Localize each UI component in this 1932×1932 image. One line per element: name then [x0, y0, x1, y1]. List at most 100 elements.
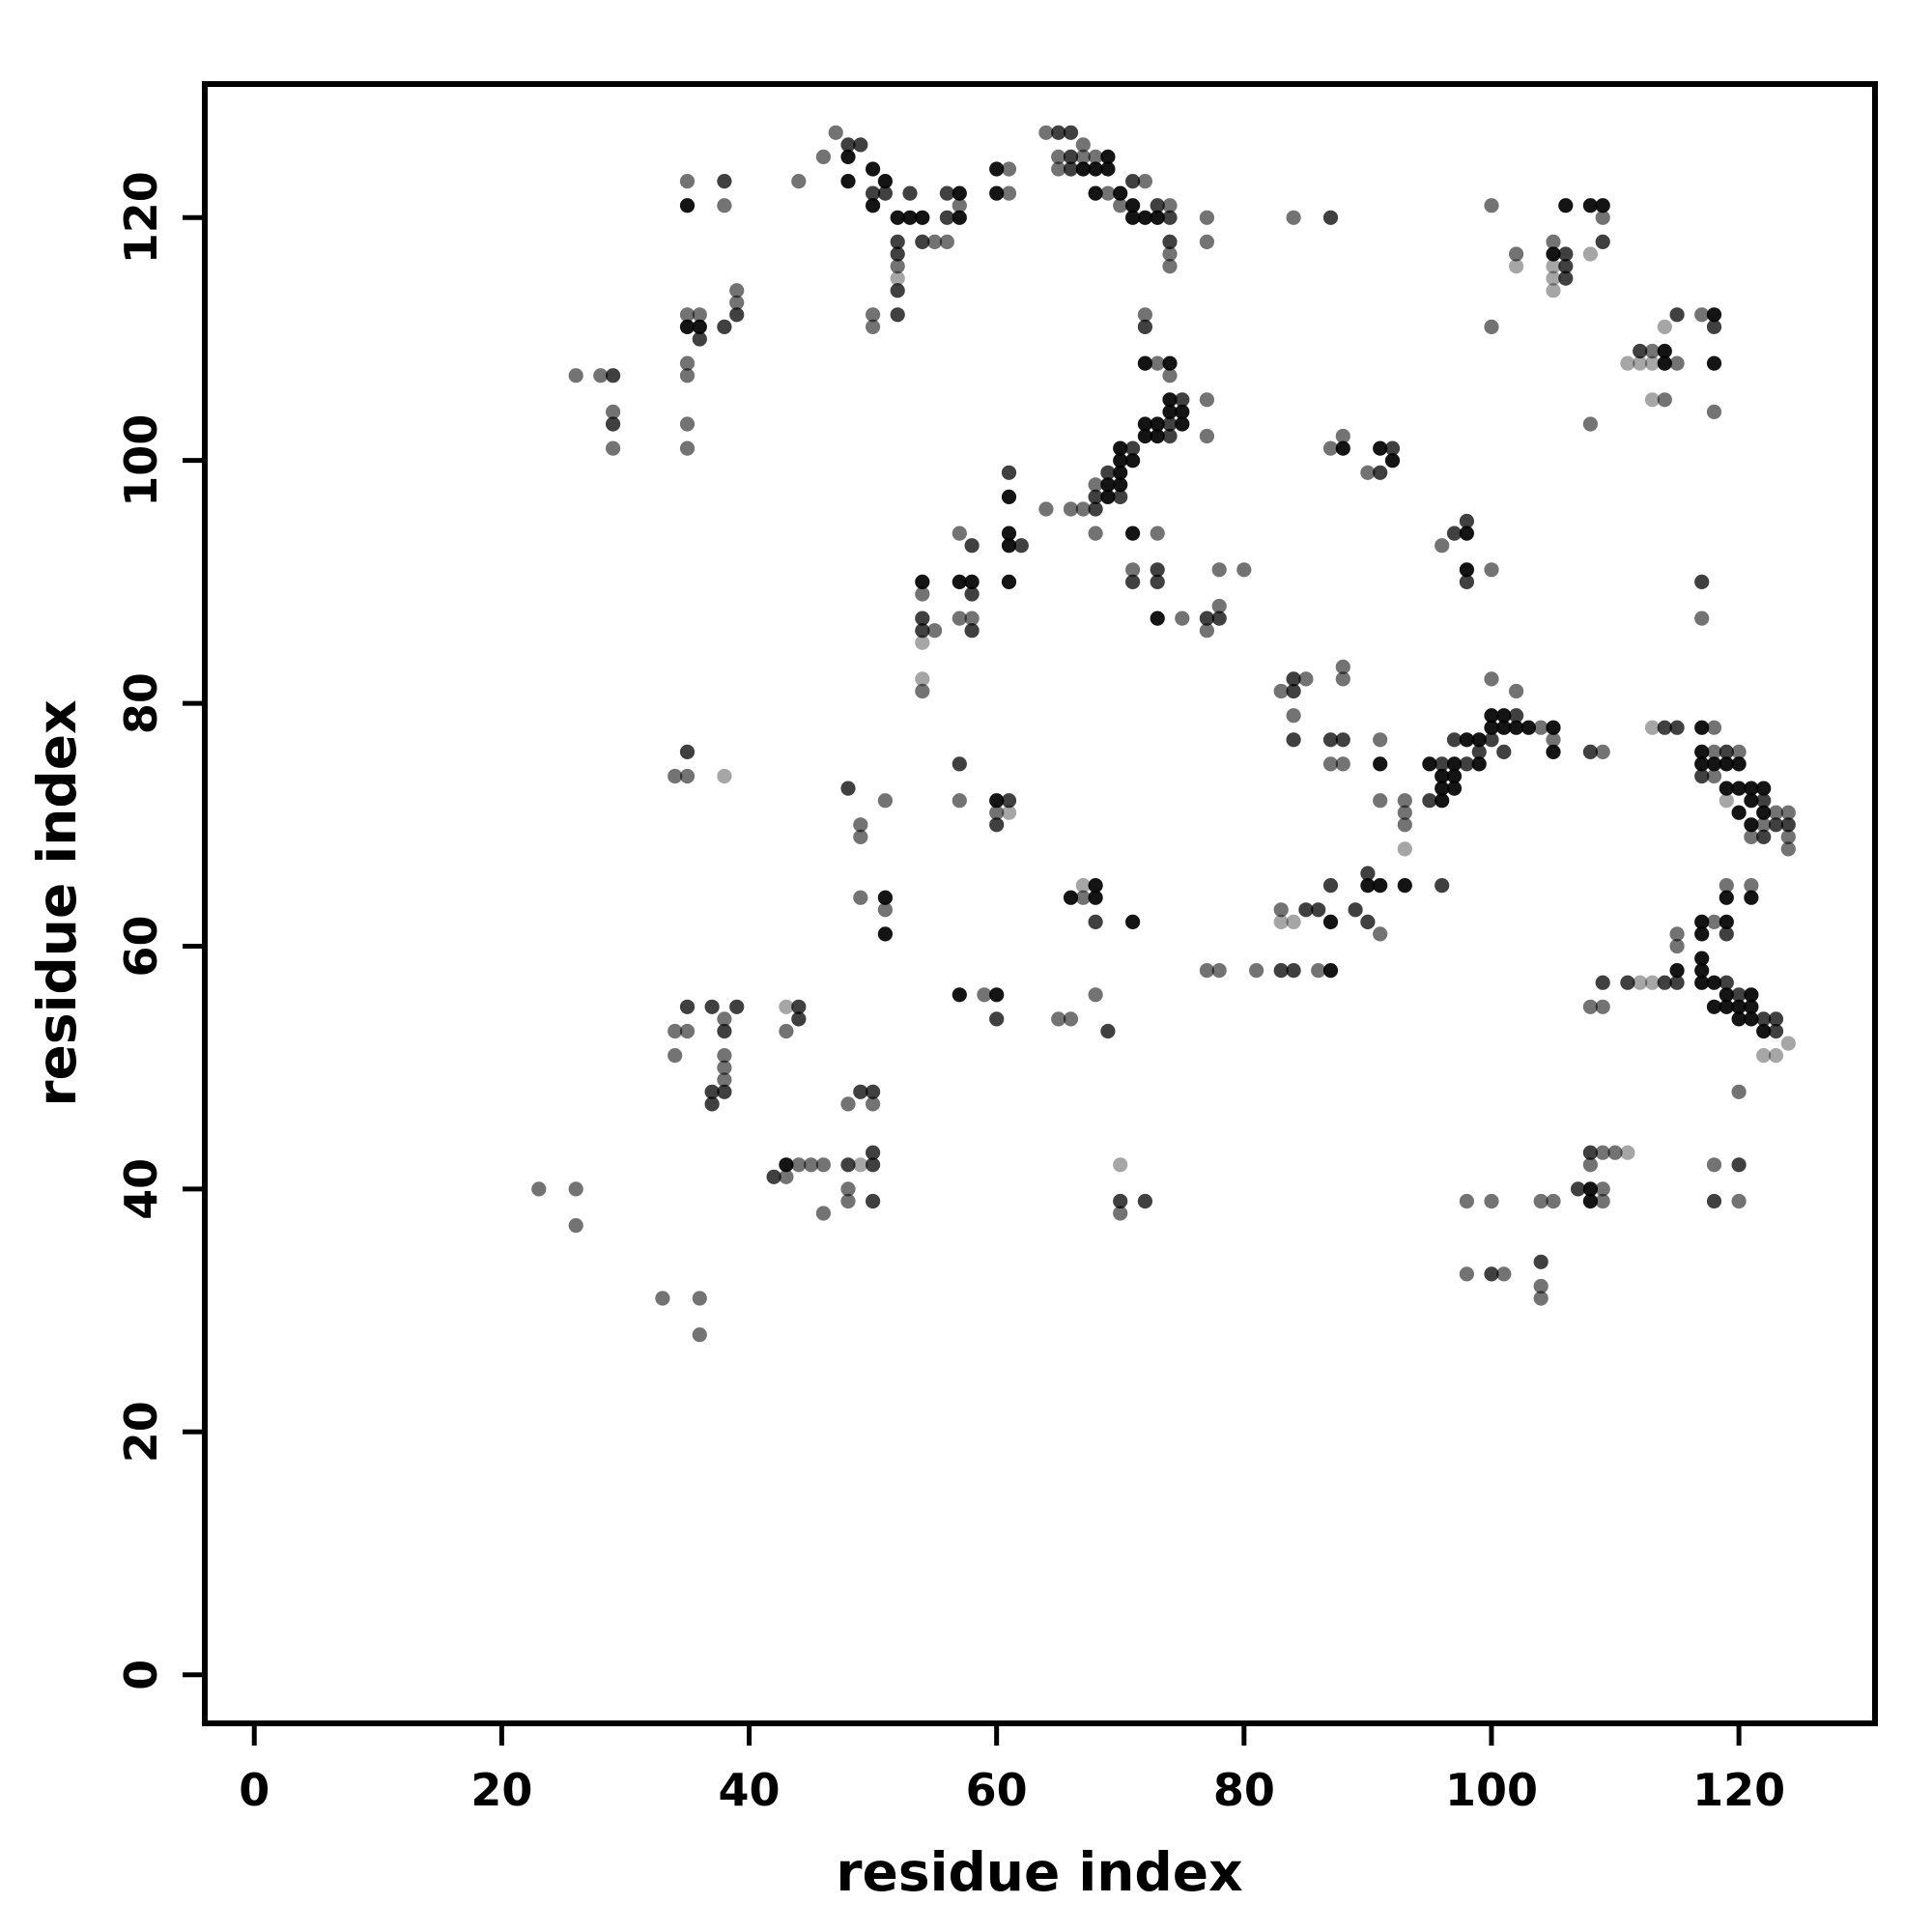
data-point [791, 1011, 807, 1027]
data-point [890, 259, 905, 274]
x-tick-label: 120 [1692, 1764, 1785, 1816]
data-point [952, 574, 967, 590]
data-point [1582, 1145, 1598, 1160]
data-point [1744, 1011, 1759, 1027]
data-point [866, 198, 881, 213]
data-point [1088, 987, 1103, 1003]
data-point [939, 185, 955, 201]
data-point [1384, 453, 1401, 469]
data-point [890, 210, 905, 225]
data-point [840, 1193, 856, 1209]
data-point [729, 999, 745, 1014]
data-point [866, 1145, 881, 1160]
data-point [1768, 1023, 1784, 1039]
data-point [1001, 793, 1017, 809]
data-point [1669, 355, 1685, 371]
data-point [1484, 671, 1499, 687]
data-point [1125, 440, 1141, 456]
data-point [1199, 611, 1214, 626]
data-point [1100, 185, 1116, 201]
data-point [1780, 805, 1796, 820]
data-point [1273, 683, 1289, 699]
data-point [1088, 890, 1103, 905]
data-point [866, 1084, 881, 1099]
data-point [1484, 198, 1499, 213]
data-point [1125, 210, 1141, 225]
x-tick-label: 80 [1213, 1764, 1275, 1816]
data-point [890, 234, 905, 249]
data-point [1137, 210, 1152, 225]
data-point [1335, 671, 1350, 687]
data-point [568, 1218, 583, 1234]
data-point [1360, 465, 1376, 480]
data-point [1706, 756, 1722, 772]
data-point [1001, 805, 1017, 820]
data-point [668, 1023, 683, 1039]
data-point [952, 987, 967, 1003]
data-point [1496, 744, 1512, 760]
data-point [791, 174, 807, 189]
data-point [1582, 198, 1598, 213]
data-point [1137, 428, 1152, 444]
data-point [1582, 999, 1598, 1014]
data-point [1199, 210, 1214, 225]
data-point [1744, 793, 1759, 809]
data-point [1633, 975, 1648, 990]
data-point [1719, 999, 1734, 1014]
y-tick-label: 80 [115, 672, 167, 734]
data-point [815, 149, 832, 164]
data-point [1533, 1254, 1548, 1269]
data-point [606, 416, 621, 432]
data-point [890, 246, 905, 262]
data-point [989, 817, 1005, 833]
data-point [890, 283, 905, 298]
y-tick-label: 60 [115, 915, 167, 977]
data-point [1335, 756, 1350, 772]
data-point [1162, 368, 1178, 384]
data-point [828, 125, 843, 140]
data-point [1744, 987, 1759, 1003]
data-point [1051, 149, 1066, 164]
data-point [1731, 781, 1747, 796]
data-point [729, 295, 745, 310]
data-point [866, 185, 881, 201]
data-point [952, 793, 967, 809]
data-point [915, 671, 930, 687]
data-point [1298, 902, 1314, 918]
data-point [1199, 623, 1214, 639]
data-point [1125, 914, 1141, 930]
data-point [964, 623, 980, 639]
data-point [915, 586, 930, 602]
data-point [717, 198, 732, 213]
data-point [1595, 975, 1610, 990]
data-point [1001, 574, 1017, 590]
data-point [791, 1157, 807, 1173]
data-point [952, 185, 967, 201]
data-point [1397, 793, 1412, 809]
data-point [531, 1181, 547, 1197]
data-point [815, 1206, 832, 1221]
data-point [1731, 1011, 1747, 1027]
data-point [1435, 781, 1450, 796]
data-point [1595, 1181, 1610, 1197]
data-point [1125, 562, 1141, 578]
data-point [717, 1060, 732, 1075]
data-point [1051, 125, 1066, 140]
data-point [1446, 756, 1463, 772]
data-point [1286, 732, 1301, 748]
data-point [1756, 829, 1772, 845]
y-tick-label: 40 [115, 1158, 167, 1220]
data-point [1731, 756, 1747, 772]
data-point [1373, 926, 1388, 942]
data-point [1249, 963, 1264, 979]
data-point [692, 307, 707, 323]
data-point [1546, 259, 1561, 274]
data-point [1150, 428, 1165, 444]
data-point [1595, 198, 1610, 213]
data-point [927, 623, 943, 639]
data-point [1273, 963, 1289, 979]
data-point [1459, 513, 1474, 529]
data-point [1088, 161, 1103, 177]
data-point [779, 999, 794, 1014]
data-point [927, 234, 943, 249]
